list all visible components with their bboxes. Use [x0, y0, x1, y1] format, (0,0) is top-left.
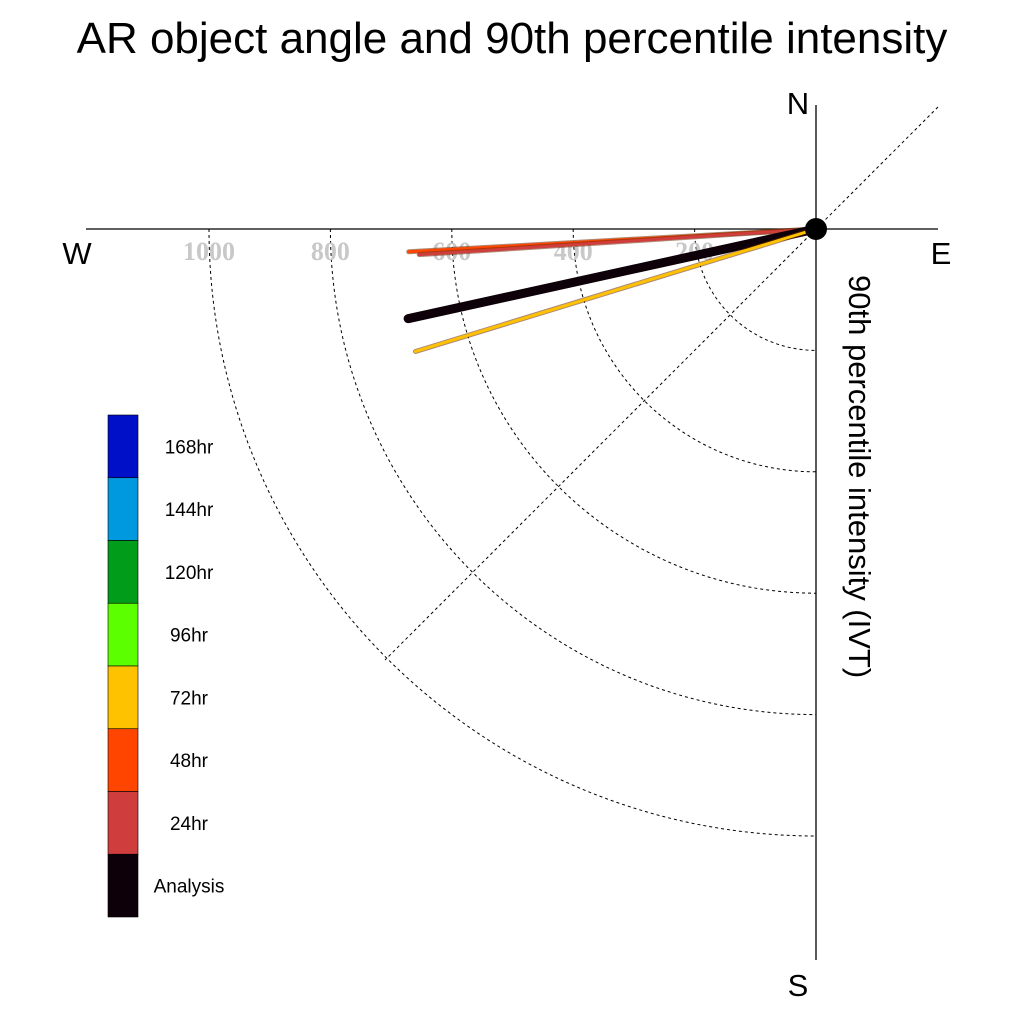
legend-swatch — [107, 728, 139, 792]
diagonal-guide — [384, 106, 939, 661]
west-label: W — [62, 236, 92, 271]
origin-marker — [805, 218, 827, 240]
grid-arc — [329, 228, 817, 716]
legend-swatch — [107, 665, 139, 730]
series-line — [417, 227, 818, 257]
legend-label: Analysis — [154, 877, 225, 898]
legend-label: 24hr — [170, 814, 209, 835]
legend-label: 96hr — [170, 626, 209, 647]
legend-label: 168hr — [165, 437, 214, 458]
legend: 168hr 144hr 120hr 96hr 72hr 48hr 24hr Analysis — [107, 414, 225, 918]
legend-swatch — [107, 602, 139, 667]
legend-swatch — [107, 540, 139, 604]
grid-arc — [451, 228, 817, 594]
north-label: N — [787, 86, 809, 121]
legend-label: 48hr — [170, 751, 209, 772]
radial-tick-label: 800 — [311, 237, 350, 266]
legend-swatch — [107, 853, 139, 918]
series-line — [413, 227, 818, 353]
series-line — [403, 224, 821, 324]
radial-tick-label: 1000 — [183, 237, 235, 266]
east-label: E — [931, 236, 952, 271]
legend-label: 120hr — [165, 563, 214, 584]
south-label: S — [788, 968, 809, 1003]
legend-swatch — [107, 477, 139, 541]
radial-axis-label: 90th percentile intensity (IVT) — [842, 275, 877, 678]
legend-swatch — [107, 414, 139, 479]
legend-label: 72hr — [170, 688, 209, 709]
chart-title: AR object angle and 90th percentile inte… — [76, 14, 948, 63]
legend-label: 144hr — [165, 500, 214, 521]
series-lines — [403, 224, 821, 354]
grid-arc — [208, 228, 817, 837]
legend-swatch — [107, 791, 139, 855]
